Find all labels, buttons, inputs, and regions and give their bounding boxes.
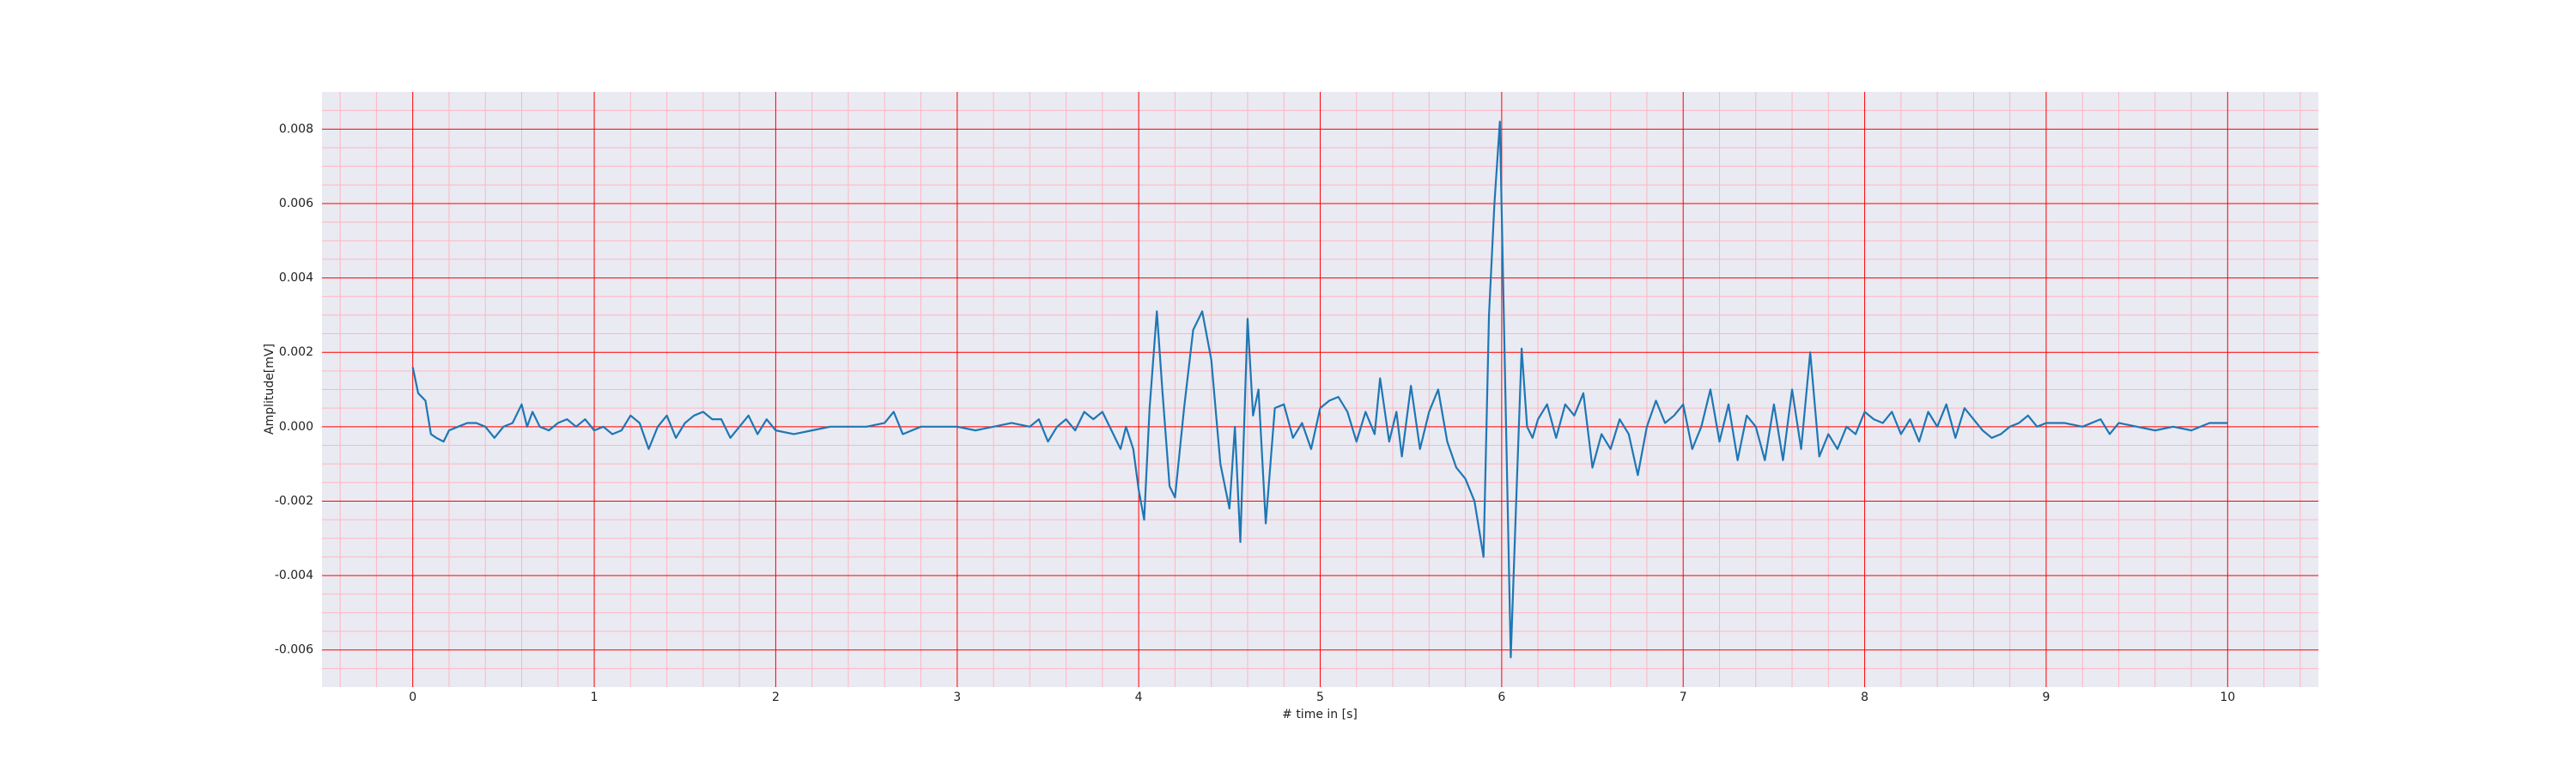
y-tick-label: -0.004 [275,569,313,582]
x-axis-label: # time in [s] [1282,708,1358,721]
x-tick-label: 8 [1861,691,1868,704]
x-tick-label: 10 [2220,691,2235,704]
y-tick-label: -0.006 [275,643,313,657]
y-tick-label: 0.006 [279,197,313,210]
y-tick-label: -0.002 [275,494,313,508]
x-tick-label: 7 [1680,691,1687,704]
x-tick-label: 2 [772,691,780,704]
y-axis-label: Amplitude[mV] [263,344,276,435]
data-line [411,120,2228,659]
y-tick-label: 0.002 [279,345,313,359]
x-tick-label: 3 [953,691,961,704]
x-tick-label: 0 [409,691,416,704]
y-tick-label: 0.004 [279,271,313,285]
x-tick-label: 4 [1135,691,1143,704]
x-tick-label: 1 [591,691,598,704]
x-tick-label: 6 [1498,691,1505,704]
x-tick-label: 9 [2042,691,2050,704]
y-tick-label: 0.008 [279,122,313,136]
y-tick-label: 0.000 [279,420,313,434]
x-tick-label: 5 [1316,691,1324,704]
